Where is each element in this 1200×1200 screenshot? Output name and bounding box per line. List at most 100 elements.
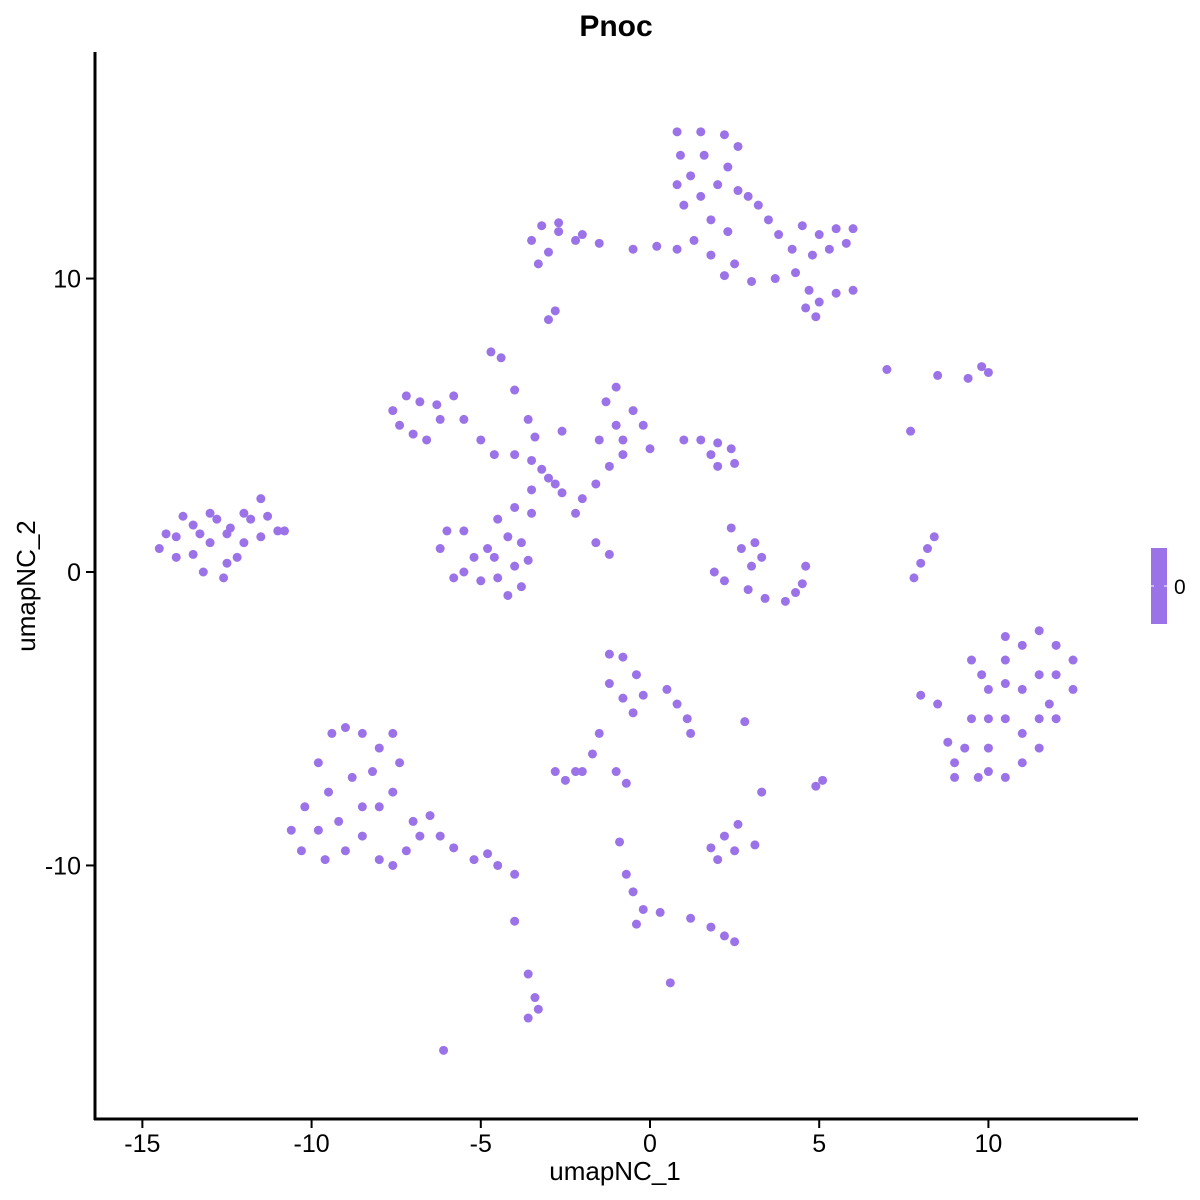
data-point (357, 728, 367, 738)
data-point (1034, 714, 1044, 724)
data-point (638, 904, 648, 914)
data-point (425, 811, 435, 821)
data-point (523, 555, 533, 565)
data-point (662, 684, 672, 694)
x-ticks: -15 -10 -5 0 5 10 (124, 1119, 1002, 1158)
data-point (831, 224, 841, 234)
data-point (983, 714, 993, 724)
data-point (571, 508, 581, 518)
data-point (415, 831, 425, 841)
data-point (347, 772, 357, 782)
data-point (449, 843, 459, 853)
data-point (604, 549, 614, 559)
data-point (239, 508, 249, 518)
data-point (178, 511, 188, 521)
data-point (171, 532, 181, 542)
data-point (476, 435, 486, 445)
data-point (388, 728, 398, 738)
data-point (611, 420, 621, 430)
data-point (543, 473, 553, 483)
data-point (824, 244, 834, 254)
data-point (510, 916, 520, 926)
data-point (591, 479, 601, 489)
x-tick-label: -10 (294, 1130, 330, 1158)
data-point (557, 488, 567, 498)
data-point (628, 708, 638, 718)
data-point (388, 787, 398, 797)
data-point (527, 508, 537, 518)
data-point (543, 247, 553, 257)
data-point (554, 218, 564, 228)
data-point (963, 373, 973, 383)
x-tick-label: -15 (124, 1130, 160, 1158)
data-point (560, 775, 570, 785)
data-point (340, 723, 350, 733)
data-point (225, 523, 235, 533)
data-point (618, 693, 628, 703)
data-point (750, 840, 760, 850)
data-point (503, 590, 513, 600)
data-point (645, 444, 655, 454)
data-point (533, 1004, 543, 1014)
data-point (320, 855, 330, 865)
data-point (611, 767, 621, 777)
data-point (611, 382, 621, 392)
data-point (740, 717, 750, 727)
data-point (537, 221, 547, 231)
chart-title: Pnoc (579, 10, 652, 43)
data-point (1051, 670, 1061, 680)
data-point (527, 455, 537, 465)
data-point (401, 391, 411, 401)
data-point (638, 690, 648, 700)
data-point (757, 787, 767, 797)
data-point (256, 494, 266, 504)
data-point (594, 728, 604, 738)
data-point (246, 514, 256, 524)
data-point (300, 802, 310, 812)
data-point (374, 743, 384, 753)
data-point (750, 538, 760, 548)
data-point (222, 558, 232, 568)
x-tick-label: 5 (812, 1130, 826, 1158)
data-point (719, 271, 729, 281)
data-point (537, 464, 547, 474)
data-point (791, 268, 801, 278)
data-point (327, 728, 337, 738)
data-point (973, 772, 983, 782)
data-point (706, 250, 716, 260)
data-point (916, 558, 926, 568)
data-point (733, 186, 743, 196)
data-point (686, 913, 696, 923)
data-point (1017, 758, 1027, 768)
data-point (1051, 714, 1061, 724)
data-point (219, 573, 229, 583)
data-point (672, 244, 682, 254)
data-point (1068, 684, 1078, 694)
data-point (848, 224, 858, 234)
data-point (706, 922, 716, 932)
data-point (628, 244, 638, 254)
data-point (296, 846, 306, 856)
data-point (831, 288, 841, 298)
data-point (1051, 640, 1061, 650)
data-point (401, 846, 411, 856)
data-point (510, 502, 520, 512)
data-point (807, 250, 817, 260)
data-point (395, 758, 405, 768)
data-point (523, 969, 533, 979)
data-point (814, 297, 824, 307)
data-point (530, 993, 540, 1003)
data-point (374, 855, 384, 865)
data-point (469, 855, 479, 865)
data-point (188, 520, 198, 530)
data-point (621, 869, 631, 879)
data-point (801, 561, 811, 571)
data-point (923, 544, 933, 554)
data-point (719, 831, 729, 841)
x-tick-label: -5 (470, 1130, 492, 1158)
data-point (801, 303, 811, 313)
data-point (483, 849, 493, 859)
data-point (689, 235, 699, 245)
data-point (1000, 632, 1010, 642)
data-point (154, 544, 164, 554)
